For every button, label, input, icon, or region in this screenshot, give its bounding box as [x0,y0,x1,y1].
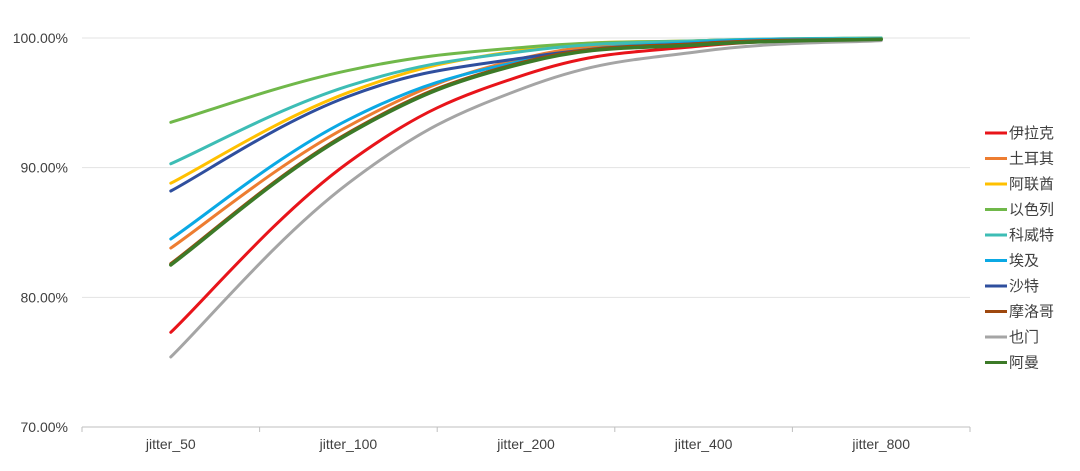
axes: 70.00% 80.00% 90.00% 100.00% jitter_50 jitter… [13,30,971,452]
x-tick-label: jitter_800 [851,436,910,452]
legend-label: 阿曼 [1009,355,1039,372]
legend-label: 科威特 [1009,227,1054,244]
series-line-5 [169,37,883,241]
legend-label: 阿联酋 [1009,175,1054,193]
y-tick-label: 90.00% [21,160,68,176]
x-tick-label: jitter_100 [319,436,378,452]
x-tick-label: jitter_200 [496,436,555,452]
series-line-9 [169,37,883,267]
series-line-0 [169,37,883,334]
y-tick-label: 70.00% [21,419,68,435]
y-tick-label: 100.00% [13,30,68,46]
series-line-1 [169,37,883,250]
series-line-8 [169,39,883,359]
x-tick-label: jitter_400 [674,436,733,452]
legend-label: 土耳其 [1009,151,1054,168]
legend-label: 摩洛哥 [1009,303,1054,321]
x-tick-label: jitter_50 [145,436,196,452]
legend-label: 沙特 [1009,278,1039,295]
y-tick-label: 80.00% [21,289,68,305]
legend-label: 埃及 [1009,253,1039,270]
legend-label: 伊拉克 [1009,125,1054,142]
legend-label: 也门 [1009,329,1039,346]
series-lines [169,36,883,359]
gridlines [82,37,970,298]
legend-label: 以色列 [1009,202,1054,219]
